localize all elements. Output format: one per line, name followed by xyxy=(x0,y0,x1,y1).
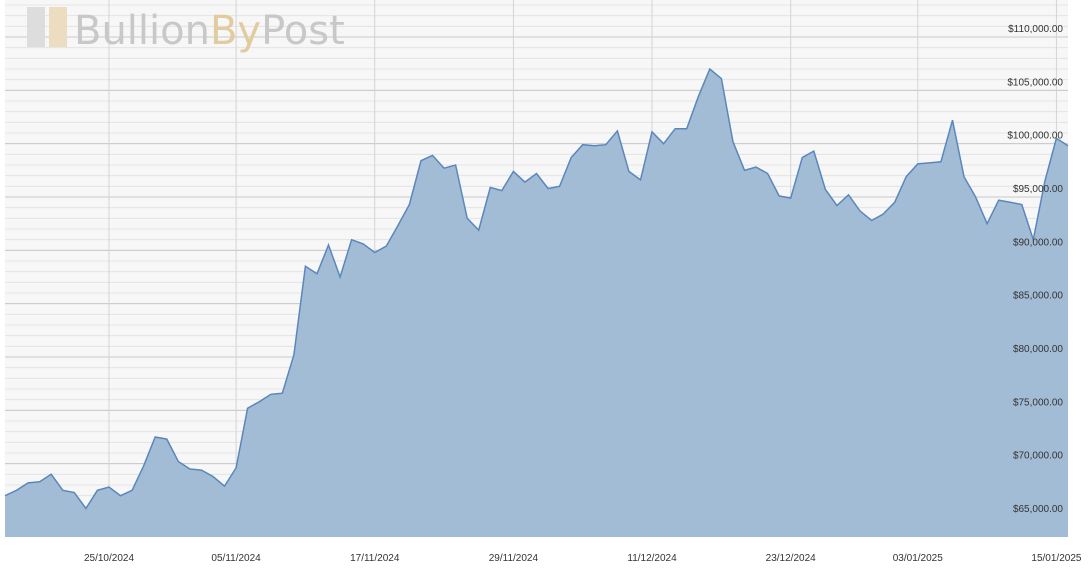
y-tick-label: $80,000.00 xyxy=(1013,344,1063,355)
x-tick-label: 25/10/2024 xyxy=(84,553,134,564)
x-tick-label: 17/11/2024 xyxy=(350,553,400,564)
y-tick-label: $90,000.00 xyxy=(1013,237,1063,248)
x-tick-label: 11/12/2024 xyxy=(627,553,677,564)
y-tick-label: $105,000.00 xyxy=(1007,77,1063,88)
y-tick-label: $85,000.00 xyxy=(1013,291,1063,302)
watermark: BullionByPost xyxy=(27,7,345,54)
logo-bar xyxy=(49,7,67,47)
x-tick-label: 23/12/2024 xyxy=(766,553,816,564)
watermark-part: By xyxy=(210,8,261,54)
watermark-part: Bullion xyxy=(74,8,210,54)
y-tick-label: $70,000.00 xyxy=(1013,451,1063,462)
y-tick-label: $95,000.00 xyxy=(1013,184,1063,195)
watermark-part: Post xyxy=(261,8,345,54)
marks xyxy=(4,67,1069,537)
y-tick-label: $65,000.00 xyxy=(1013,504,1063,515)
x-tick-label: 29/11/2024 xyxy=(489,553,539,564)
x-tick-label: 05/11/2024 xyxy=(211,553,261,564)
y-tick-label: $100,000.00 xyxy=(1007,131,1063,142)
watermark-text: BullionByPost xyxy=(74,8,345,54)
area-fill xyxy=(5,69,1068,537)
area-line xyxy=(4,67,1069,510)
logo-bar xyxy=(27,7,45,47)
y-tick-label: $75,000.00 xyxy=(1013,397,1063,408)
x-tick-label: 15/01/2025 xyxy=(1031,553,1081,564)
x-tick-label: 03/01/2025 xyxy=(893,553,943,564)
y-tick-label: $110,000.00 xyxy=(1008,24,1063,35)
